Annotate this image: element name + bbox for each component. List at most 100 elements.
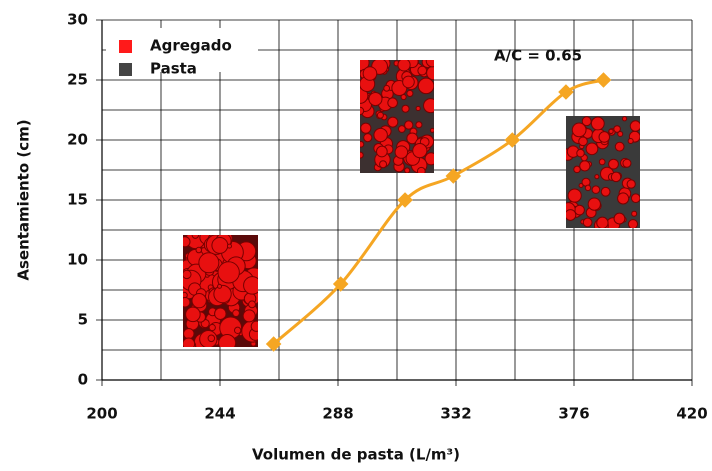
- aggregate: [601, 187, 610, 196]
- aggregate: [180, 237, 190, 247]
- aggregate: [426, 54, 438, 66]
- x-tick-label: 244: [204, 405, 235, 423]
- aggregate: [585, 185, 590, 190]
- aggregate: [384, 85, 390, 91]
- aggregate: [588, 198, 600, 210]
- aggregate: [374, 128, 387, 141]
- aggregate: [574, 166, 580, 172]
- x-tick-label: 200: [86, 405, 117, 423]
- aggregate: [184, 328, 194, 338]
- data-point: [446, 168, 462, 184]
- aggregate: [599, 132, 610, 143]
- y-tick-label: 5: [78, 311, 88, 329]
- aggregate: [380, 161, 387, 168]
- y-tick-label: 0: [78, 371, 88, 389]
- aggregate: [183, 338, 195, 350]
- aggregate: [219, 335, 236, 352]
- x-axis-label: Volumen de pasta (L/m³): [252, 446, 460, 464]
- aggregate: [251, 321, 261, 331]
- aggregate: [427, 66, 440, 79]
- y-tick-label: 20: [67, 131, 88, 149]
- aggregate: [395, 146, 407, 158]
- aggregate: [632, 211, 637, 216]
- y-tick-label: 25: [67, 71, 88, 89]
- aggregate: [418, 78, 434, 94]
- y-tick-label: 15: [67, 191, 88, 209]
- aggregate: [398, 59, 410, 71]
- legend-label: Pasta: [150, 60, 197, 78]
- aggregate: [417, 167, 425, 175]
- aggregate: [577, 149, 585, 157]
- aggregate: [369, 92, 382, 105]
- legend-swatch: [119, 63, 132, 76]
- aggregate: [586, 143, 598, 155]
- aggregate: [575, 205, 585, 215]
- aggregate: [424, 99, 438, 113]
- y-tick-label: 30: [67, 11, 88, 29]
- aggregate: [244, 277, 262, 295]
- aggregate: [363, 67, 377, 81]
- aggregate: [388, 98, 398, 108]
- aggregate: [218, 284, 222, 288]
- annotation: A/C = 0.65: [494, 47, 582, 65]
- x-tick-label: 288: [322, 405, 353, 423]
- aggregate: [218, 262, 239, 283]
- texture-image: [352, 54, 440, 175]
- aggregate: [599, 159, 605, 165]
- aggregate: [183, 270, 191, 278]
- aggregate: [209, 324, 215, 330]
- aggregate: [609, 129, 613, 133]
- aggregate: [430, 128, 434, 132]
- y-tick-label: 10: [67, 251, 88, 269]
- aggregate: [357, 152, 363, 158]
- aggregate: [418, 66, 427, 75]
- aggregate: [597, 217, 608, 228]
- aggregate: [592, 186, 600, 194]
- aggregate: [591, 117, 604, 130]
- aggregate: [630, 121, 640, 131]
- aggregate: [595, 175, 599, 179]
- aggregate: [628, 138, 633, 143]
- aggregate: [227, 244, 231, 248]
- texture-image: [562, 116, 641, 233]
- texture-dots: [180, 228, 264, 352]
- aggregate: [196, 247, 202, 253]
- aggregate: [568, 189, 581, 202]
- aggregate: [180, 298, 189, 307]
- legend-label: Agregado: [150, 37, 232, 55]
- series-line: [274, 80, 604, 344]
- aggregate: [582, 117, 591, 126]
- x-tick-label: 376: [558, 405, 589, 423]
- legend-swatch: [119, 40, 132, 53]
- aggregate: [403, 76, 415, 88]
- aggregate: [413, 144, 427, 158]
- aggregate: [233, 310, 240, 317]
- data-point: [596, 72, 612, 88]
- texture-image: [180, 228, 264, 352]
- x-tick-label: 332: [440, 405, 471, 423]
- chart: Volumen de pasta (L/m³) Asentamiento (cm…: [0, 0, 712, 471]
- aggregate: [611, 172, 620, 181]
- aggregate: [388, 117, 398, 127]
- aggregate: [609, 159, 619, 169]
- aggregate: [398, 126, 405, 133]
- aggregate: [627, 180, 635, 188]
- aggregate: [192, 232, 198, 238]
- aggregate: [623, 117, 627, 121]
- aggregate: [618, 193, 629, 204]
- aggregate: [623, 159, 631, 167]
- aggregate: [583, 218, 592, 227]
- aggregate: [361, 123, 371, 133]
- aggregate: [628, 220, 637, 229]
- aggregate: [565, 210, 576, 221]
- aggregate: [186, 307, 201, 322]
- aggregate: [405, 168, 410, 173]
- aggregate: [405, 121, 413, 129]
- y-axis-label: Asentamiento (cm): [15, 119, 33, 280]
- aggregate: [212, 237, 228, 253]
- aggregate: [208, 335, 215, 342]
- aggregate: [192, 294, 206, 308]
- aggregate: [215, 308, 226, 319]
- aggregate: [214, 285, 231, 302]
- aggregate: [615, 142, 624, 151]
